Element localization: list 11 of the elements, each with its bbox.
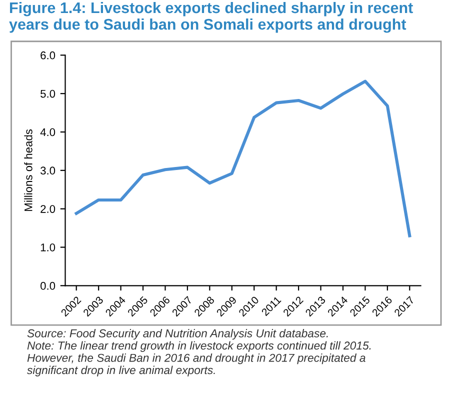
y-tick-label: 2.0 [40, 205, 56, 213]
line-series [74, 80, 412, 238]
y-tick-label: 5.0 [40, 90, 56, 98]
y-tick-label: 4.0 [40, 128, 56, 136]
chart-title: Figure 1.4: Livestock exports declined sharply in recent years due to Saudi ban on Somali exports and drought [9, 2, 413, 33]
y-tick-label: 1.0 [40, 244, 56, 252]
source-note: Source: Food Security and Nutrition Analysis Unit database. Note: The linear trend growth in livestock exports continued till 2015. However, the Saudi Ban in 2016 and drought in 2017 precipitated a significant drop in live animal exports. [27, 328, 371, 376]
y-tick-label: 3.0 [40, 166, 56, 175]
y-axis-title: Millions of heads [24, 129, 32, 211]
y-tick-label: 0.0 [40, 282, 56, 290]
y-tick-label: 6.0 [40, 51, 56, 60]
